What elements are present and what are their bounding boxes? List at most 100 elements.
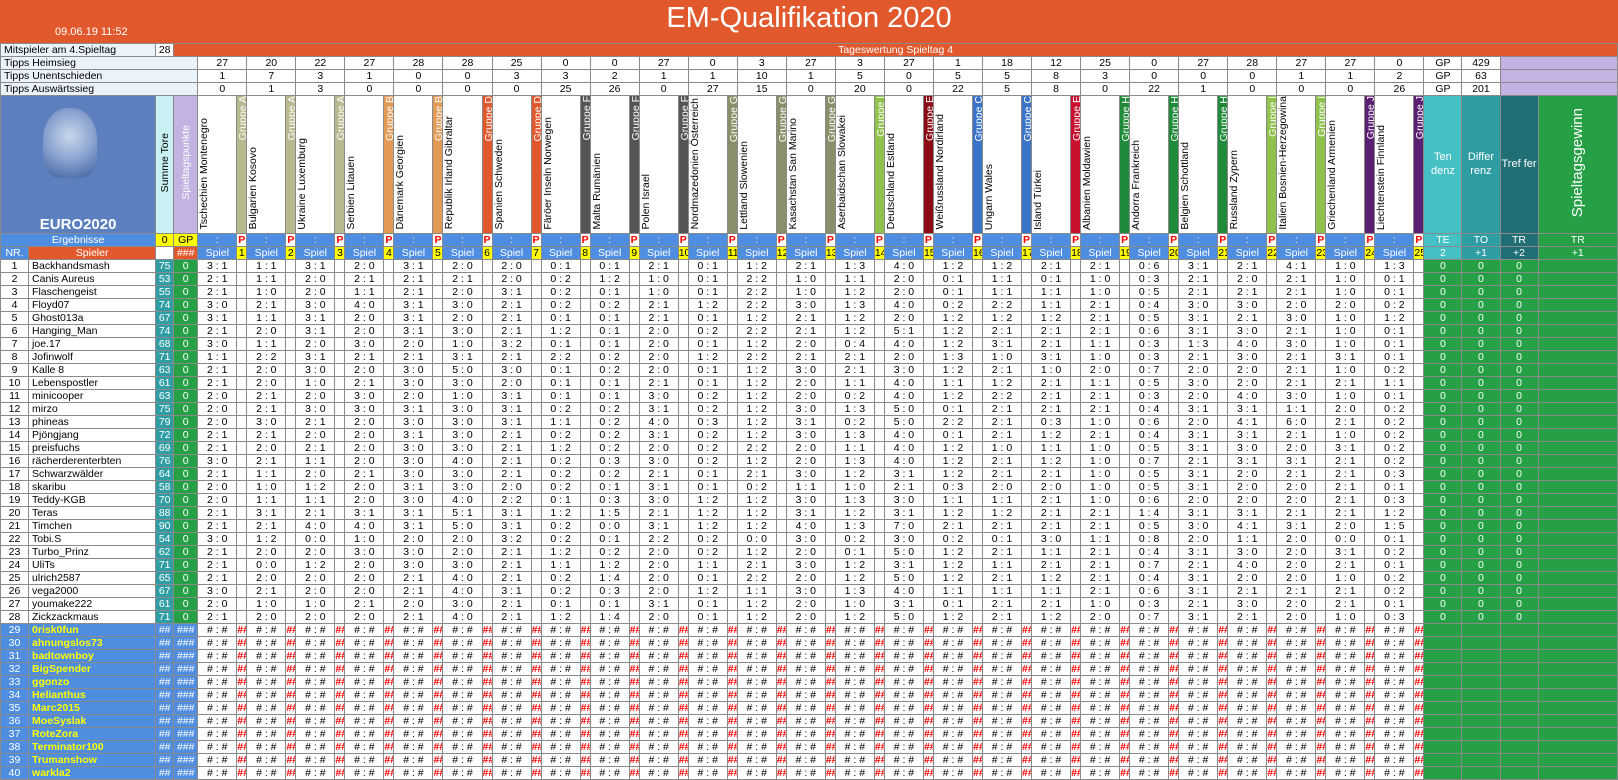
tip-cell[interactable]: 0 : 4 (1129, 401, 1170, 416)
tip-cell[interactable]: # : # (393, 661, 434, 676)
tip-cell[interactable]: 3 : 0 (442, 596, 483, 611)
tip-cell[interactable]: # : # (883, 648, 924, 663)
tip-cell[interactable]: # : # (246, 726, 287, 741)
tip-cell[interactable]: # : # (393, 622, 434, 637)
tip-cell[interactable]: 2 : 1 (491, 557, 532, 572)
tip-cell[interactable]: 3 : 0 (442, 466, 483, 481)
tip-cell[interactable]: 3 : 0 (344, 544, 385, 559)
tip-cell[interactable]: 2 : 0 (1276, 297, 1317, 312)
tip-cell[interactable]: 2 : 0 (1276, 492, 1317, 507)
tip-cell[interactable]: # : # (1374, 635, 1415, 650)
result-input[interactable]: : (540, 232, 581, 247)
tip-cell[interactable]: 2 : 1 (1031, 557, 1072, 572)
tip-cell[interactable]: # : # (687, 648, 728, 663)
tip-cell[interactable]: 3 : 0 (785, 492, 826, 507)
tip-cell[interactable]: 1 : 0 (442, 388, 483, 403)
tip-cell[interactable]: 3 : 1 (883, 596, 924, 611)
tip-cell[interactable]: # : # (246, 739, 287, 754)
tip-cell[interactable]: # : # (393, 700, 434, 715)
tip-cell[interactable]: 2 : 1 (1031, 258, 1072, 273)
tip-cell[interactable]: 3 : 0 (197, 531, 238, 546)
tip-cell[interactable]: 1 : 3 (834, 518, 875, 533)
tip-cell[interactable]: 2 : 1 (197, 427, 238, 442)
tip-cell[interactable]: 3 : 0 (442, 297, 483, 312)
tip-cell[interactable]: 3 : 1 (1178, 258, 1219, 273)
tip-cell[interactable]: # : # (540, 752, 581, 767)
tip-cell[interactable]: 2 : 0 (491, 271, 532, 286)
tip-cell[interactable]: 2 : 1 (1080, 297, 1121, 312)
tip-cell[interactable]: 2 : 0 (246, 609, 287, 624)
tip-cell[interactable]: 2 : 1 (1276, 505, 1317, 520)
tip-cell[interactable]: 1 : 2 (736, 310, 777, 325)
tip-cell[interactable]: 0 : 2 (687, 401, 728, 416)
tip-cell[interactable]: 3 : 1 (1178, 544, 1219, 559)
tip-cell[interactable]: 2 : 1 (491, 297, 532, 312)
tip-cell[interactable]: 2 : 0 (883, 310, 924, 325)
tip-cell[interactable]: 2 : 0 (638, 323, 679, 338)
tip-cell[interactable]: # : # (393, 765, 434, 780)
tip-cell[interactable]: 0 : 2 (589, 440, 630, 455)
tip-cell[interactable]: 2 : 0 (638, 583, 679, 598)
tip-cell[interactable]: # : # (197, 713, 238, 728)
tip-cell[interactable]: 3 : 1 (638, 596, 679, 611)
tip-cell[interactable]: # : # (344, 700, 385, 715)
tip-cell[interactable]: 2 : 1 (197, 284, 238, 299)
tip-cell[interactable]: # : # (246, 752, 287, 767)
tip-cell[interactable]: # : # (932, 661, 973, 676)
tip-cell[interactable]: # : # (442, 687, 483, 702)
tip-cell[interactable]: # : # (393, 687, 434, 702)
result-input[interactable]: : (1276, 232, 1317, 247)
tip-cell[interactable]: # : # (1031, 739, 1072, 754)
tip-cell[interactable]: 2 : 0 (491, 479, 532, 494)
tip-cell[interactable]: # : # (1374, 713, 1415, 728)
tip-cell[interactable]: # : # (540, 648, 581, 663)
tip-cell[interactable]: 3 : 1 (1178, 583, 1219, 598)
tip-cell[interactable]: 2 : 1 (1276, 583, 1317, 598)
tip-cell[interactable]: 1 : 1 (834, 271, 875, 286)
tip-cell[interactable]: 3 : 1 (393, 310, 434, 325)
tip-cell[interactable]: 2 : 0 (1227, 375, 1268, 390)
tip-cell[interactable]: # : # (491, 726, 532, 741)
tip-cell[interactable]: 3 : 0 (1276, 388, 1317, 403)
tip-cell[interactable]: 2 : 0 (246, 323, 287, 338)
tip-cell[interactable]: 2 : 1 (295, 505, 336, 520)
tip-cell[interactable]: 2 : 0 (1276, 479, 1317, 494)
tip-cell[interactable]: 0 : 1 (981, 531, 1023, 546)
tip-cell[interactable]: 2 : 0 (491, 375, 532, 390)
tip-cell[interactable]: 3 : 0 (295, 401, 336, 416)
tip-cell[interactable]: # : # (1374, 700, 1415, 715)
tip-cell[interactable]: 2 : 1 (197, 362, 238, 377)
tip-cell[interactable]: 2 : 2 (736, 297, 777, 312)
tip-cell[interactable]: # : # (295, 765, 336, 780)
player-name[interactable]: MoeSyslak (28, 713, 157, 728)
tip-cell[interactable]: # : # (834, 648, 875, 663)
tip-cell[interactable]: 2 : 0 (1325, 297, 1366, 312)
tip-cell[interactable]: 3 : 0 (1227, 544, 1268, 559)
tip-cell[interactable]: 1 : 0 (1325, 336, 1366, 351)
tip-cell[interactable]: # : # (1031, 648, 1072, 663)
tip-cell[interactable]: 2 : 1 (1178, 557, 1219, 572)
tip-cell[interactable]: # : # (491, 752, 532, 767)
tip-cell[interactable]: 2 : 0 (344, 258, 385, 273)
tip-cell[interactable]: 2 : 1 (1178, 596, 1219, 611)
tip-cell[interactable]: 3 : 1 (1178, 466, 1219, 481)
tip-cell[interactable]: 0 : 1 (540, 596, 581, 611)
tip-cell[interactable]: 0 : 1 (1374, 388, 1415, 403)
tip-cell[interactable]: # : # (638, 752, 679, 767)
tip-cell[interactable]: 2 : 0 (638, 362, 679, 377)
tip-cell[interactable]: 1 : 1 (295, 453, 336, 468)
tip-cell[interactable]: 3 : 0 (344, 401, 385, 416)
tip-cell[interactable]: 3 : 1 (1227, 401, 1268, 416)
tip-cell[interactable]: 2 : 1 (638, 505, 679, 520)
tip-cell[interactable]: # : # (1178, 622, 1219, 637)
tip-cell[interactable]: 0 : 1 (687, 479, 728, 494)
tip-cell[interactable]: # : # (981, 700, 1023, 715)
tip-cell[interactable]: # : # (883, 635, 924, 650)
tip-cell[interactable]: 2 : 1 (344, 271, 385, 286)
tip-cell[interactable]: 3 : 0 (442, 557, 483, 572)
tip-cell[interactable]: 2 : 1 (1178, 453, 1219, 468)
tip-cell[interactable]: 0 : 2 (834, 414, 875, 429)
tip-cell[interactable]: 1 : 0 (1325, 388, 1366, 403)
tip-cell[interactable]: 1 : 2 (295, 479, 336, 494)
tip-cell[interactable]: 2 : 1 (981, 427, 1023, 442)
